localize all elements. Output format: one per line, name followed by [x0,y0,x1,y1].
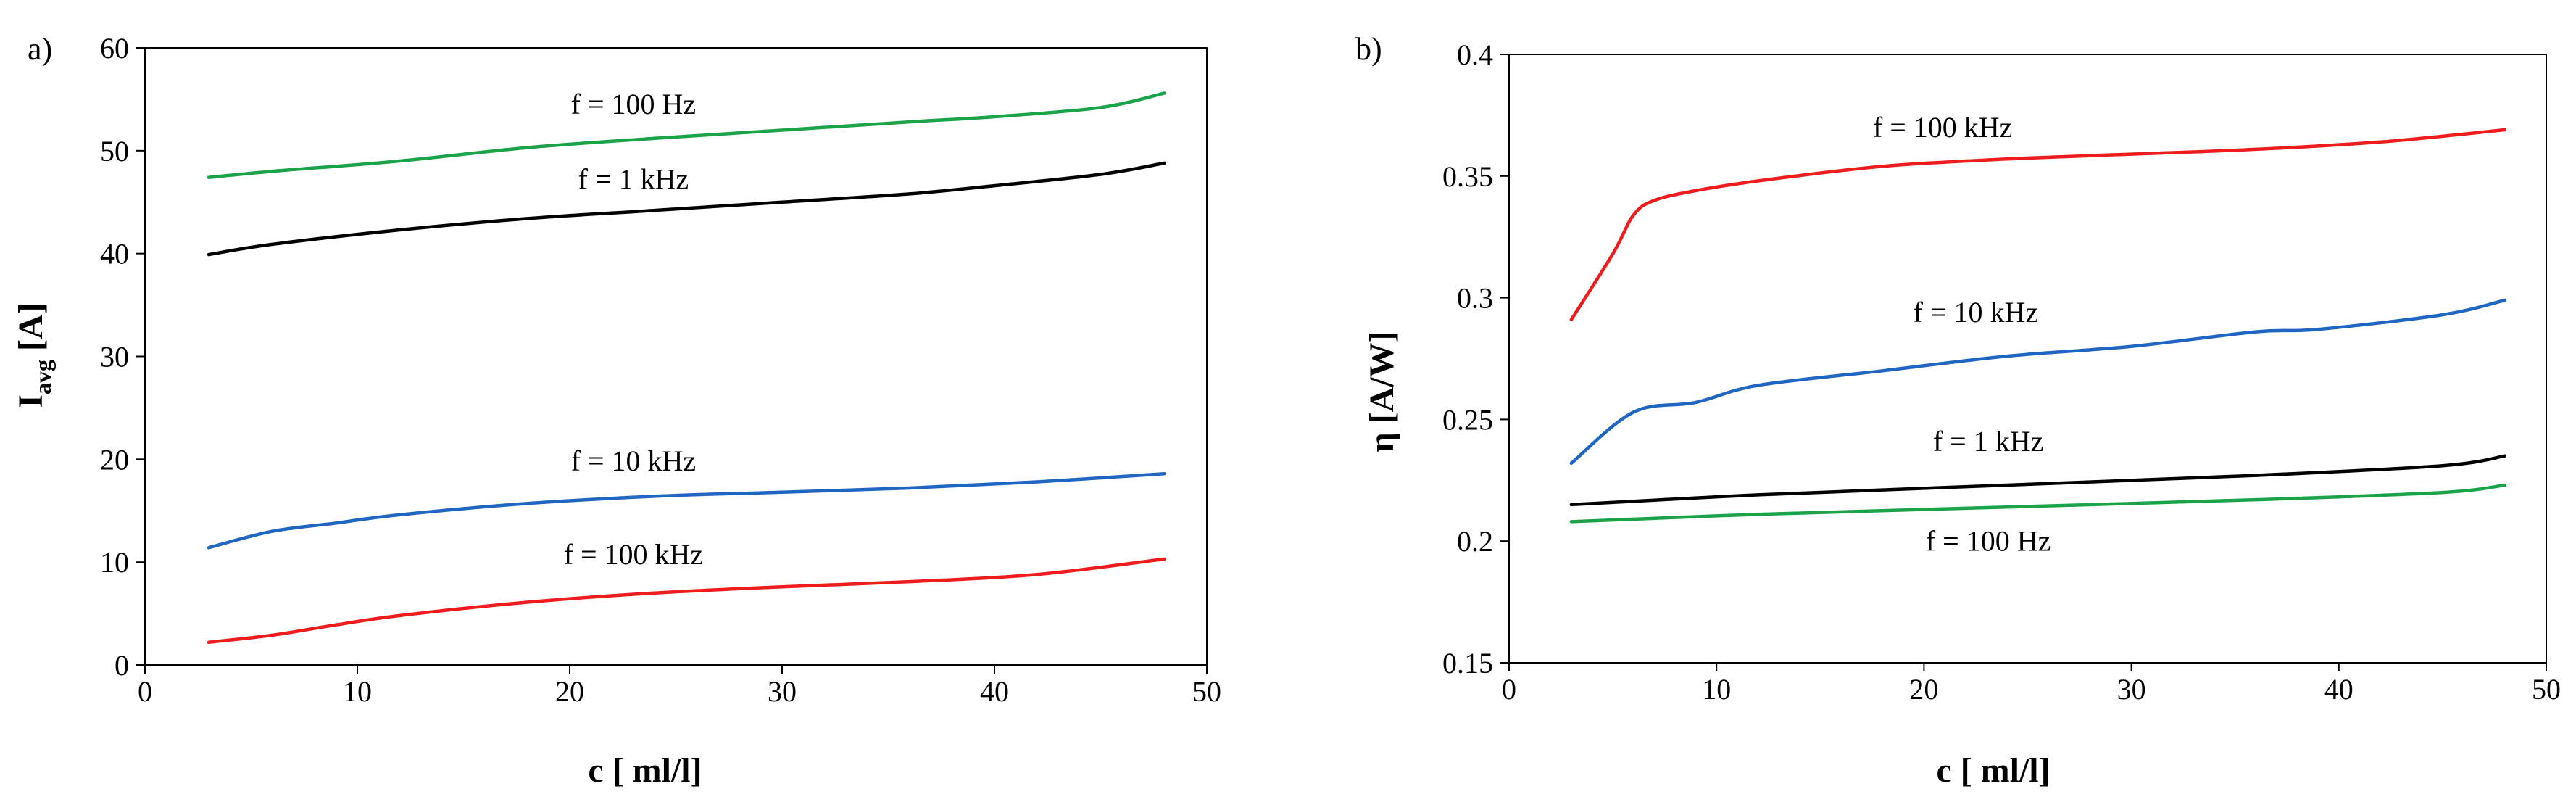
x-tick-label: 20 [555,675,584,708]
x-tick-label: 0 [138,675,152,708]
x-tick-label: 50 [2532,673,2561,706]
series-line [1569,128,2507,322]
panel-b-x-axis-title: c [ ml/l] [1936,751,2050,790]
series-label: f = 1 kHz [1933,425,2044,458]
series-line [207,471,1166,550]
y-tick-label: 0.15 [1442,647,1493,679]
series-label: f = 10 kHz [571,445,697,477]
x-tick-label: 40 [980,675,1009,708]
series-line [1569,483,2507,524]
panel-b-label: b) [1355,31,1382,67]
x-tick-label: 10 [1702,673,1731,706]
x-tick-label: 40 [2324,673,2353,706]
series-label: f = 100 kHz [564,538,704,571]
panel-b: b) c [ ml/l] η [A/W] 0 10 20 30 40 50 0.15 0.2 0… [1355,31,2561,790]
y-tick-label: 30 [100,341,129,373]
series-label: f = 100 kHz [1873,111,2013,144]
series-line [207,557,1166,645]
panel-b-y-axis-title: η [A/W] [1363,331,1401,452]
series-label: f = 10 kHz [1914,296,2039,328]
x-tick-label: 20 [1909,673,1938,706]
x-tick-label: 30 [2117,673,2146,706]
y-tick-label: 40 [100,238,129,270]
y-tick-label: 0.3 [1457,282,1493,315]
y-tick-label: 10 [100,546,129,579]
x-tick-label: 0 [1502,673,1516,706]
y-tick-label: 0.2 [1457,525,1493,558]
y-tick-label: 0.4 [1457,38,1493,71]
panel-b-plot-frame [1508,54,2547,664]
panel-a: a) c [ ml/l] Iavg [A] 0 10 20 30 40 50 0 10 20 30… [12,31,1221,790]
series-line [207,161,1166,257]
panel-a-y-axis-title: Iavg [A] [12,302,56,408]
y-tick-label: 0.35 [1442,160,1493,193]
y-tick-label: 20 [100,443,129,476]
series-line [1569,454,2507,507]
x-tick-label: 50 [1192,675,1221,708]
x-tick-label: 30 [768,675,797,708]
series-line [207,91,1166,179]
series-label: f = 100 Hz [1926,525,2051,558]
series-label: f = 1 kHz [578,162,689,195]
x-tick-label: 10 [343,675,372,708]
series-label: f = 100 Hz [571,88,697,120]
panel-a-x-axis-title: c [ ml/l] [588,751,702,790]
y-tick-label: 50 [100,135,129,168]
y-tick-label: 0 [115,649,129,682]
y-tick-label: 0.25 [1442,403,1493,436]
series-line [1569,298,2507,466]
panel-a-label: a) [28,31,52,67]
y-tick-label: 60 [100,32,129,65]
